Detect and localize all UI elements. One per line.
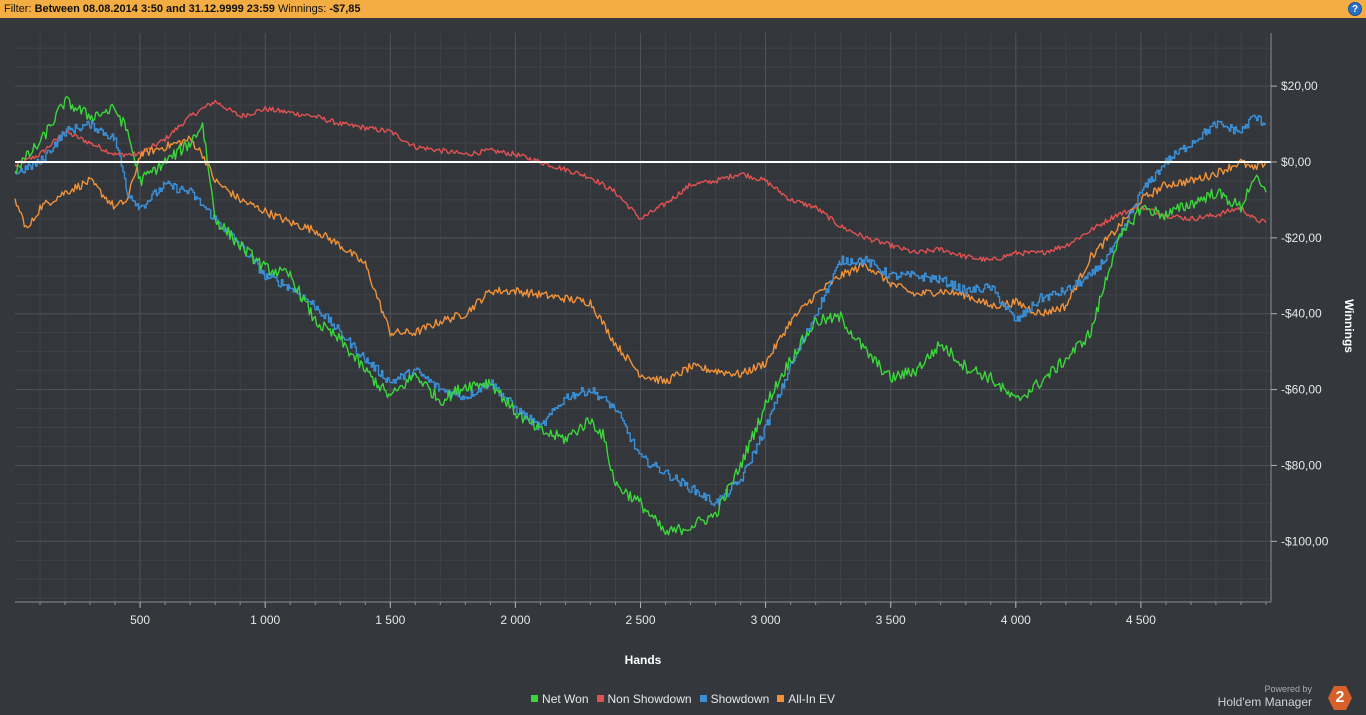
chart-series	[14, 95, 1267, 536]
hm2-logo: 2	[1328, 686, 1352, 710]
filter-date-range: Between 08.08.2014 3:50 and 31.12.9999 2…	[34, 3, 275, 15]
chart-axes: 500 1 000 1 500 2 000 2 500 3 000 3 500 4 000 4 …	[15, 33, 1329, 627]
filter-winnings-value: -$7,85	[329, 3, 361, 15]
x-axis-label: Hands	[625, 653, 662, 667]
series-line-net-won	[14, 95, 1267, 536]
x-tick-label: 3 500	[876, 613, 906, 627]
y-tick-label: -$100,00	[1281, 534, 1329, 548]
legend-label: Net Won	[542, 692, 589, 706]
legend-item[interactable]: Net Won	[531, 692, 589, 706]
legend-swatch	[699, 695, 707, 703]
x-tick-label: 500	[130, 613, 150, 627]
legend-swatch	[596, 695, 604, 703]
x-tick-label: 4 500	[1126, 613, 1156, 627]
series-line-non-showdown	[14, 99, 1267, 263]
y-tick-label: -$60,00	[1281, 383, 1322, 397]
filter-bar: Filter: Between 08.08.2014 3:50 and 31.1…	[0, 0, 1366, 18]
filter-winnings-label: Winnings:	[277, 3, 327, 15]
series-line-showdown	[15, 114, 1267, 507]
legend-label: Non Showdown	[607, 692, 692, 706]
chart-grid	[15, 33, 1271, 602]
filter-prefix: Filter:	[4, 3, 32, 15]
x-tick-label: 1 000	[250, 613, 280, 627]
y-tick-label: -$80,00	[1281, 458, 1322, 472]
y-axis-label: Winnings	[1342, 299, 1356, 353]
y-tick-label: $0,00	[1281, 155, 1311, 169]
legend-item[interactable]: Showdown	[699, 692, 770, 706]
branding: Powered by Hold'em Manager 2	[1218, 684, 1352, 712]
legend-swatch	[777, 695, 785, 703]
question-icon[interactable]: ?	[1348, 2, 1362, 16]
x-tick-label: 2 000	[500, 613, 530, 627]
y-tick-label: -$20,00	[1281, 231, 1322, 245]
plot-area	[15, 33, 1271, 602]
legend-item[interactable]: Non Showdown	[596, 692, 692, 706]
y-tick-label: -$40,00	[1281, 307, 1322, 321]
chart-legend: Net Won Non Showdown Showdown All-In EV	[0, 692, 1366, 710]
y-tick-label: $20,00	[1281, 79, 1318, 93]
x-tick-label: 1 500	[375, 613, 405, 627]
legend-swatch	[531, 695, 539, 703]
x-tick-label: 4 000	[1001, 613, 1031, 627]
x-tick-label: 2 500	[625, 613, 655, 627]
product-name: Hold'em Manager	[1217, 695, 1312, 709]
x-tick-label: 3 000	[751, 613, 781, 627]
series-line-all-in-ev	[14, 135, 1267, 385]
legend-label: Showdown	[710, 692, 770, 706]
winnings-chart: 500 1 000 1 500 2 000 2 500 3 000 3 500 4 000 4 …	[14, 33, 1356, 667]
powered-by-text: Powered by	[1264, 684, 1312, 694]
legend-item[interactable]: All-In EV	[777, 692, 835, 706]
legend-label: All-In EV	[788, 692, 835, 706]
